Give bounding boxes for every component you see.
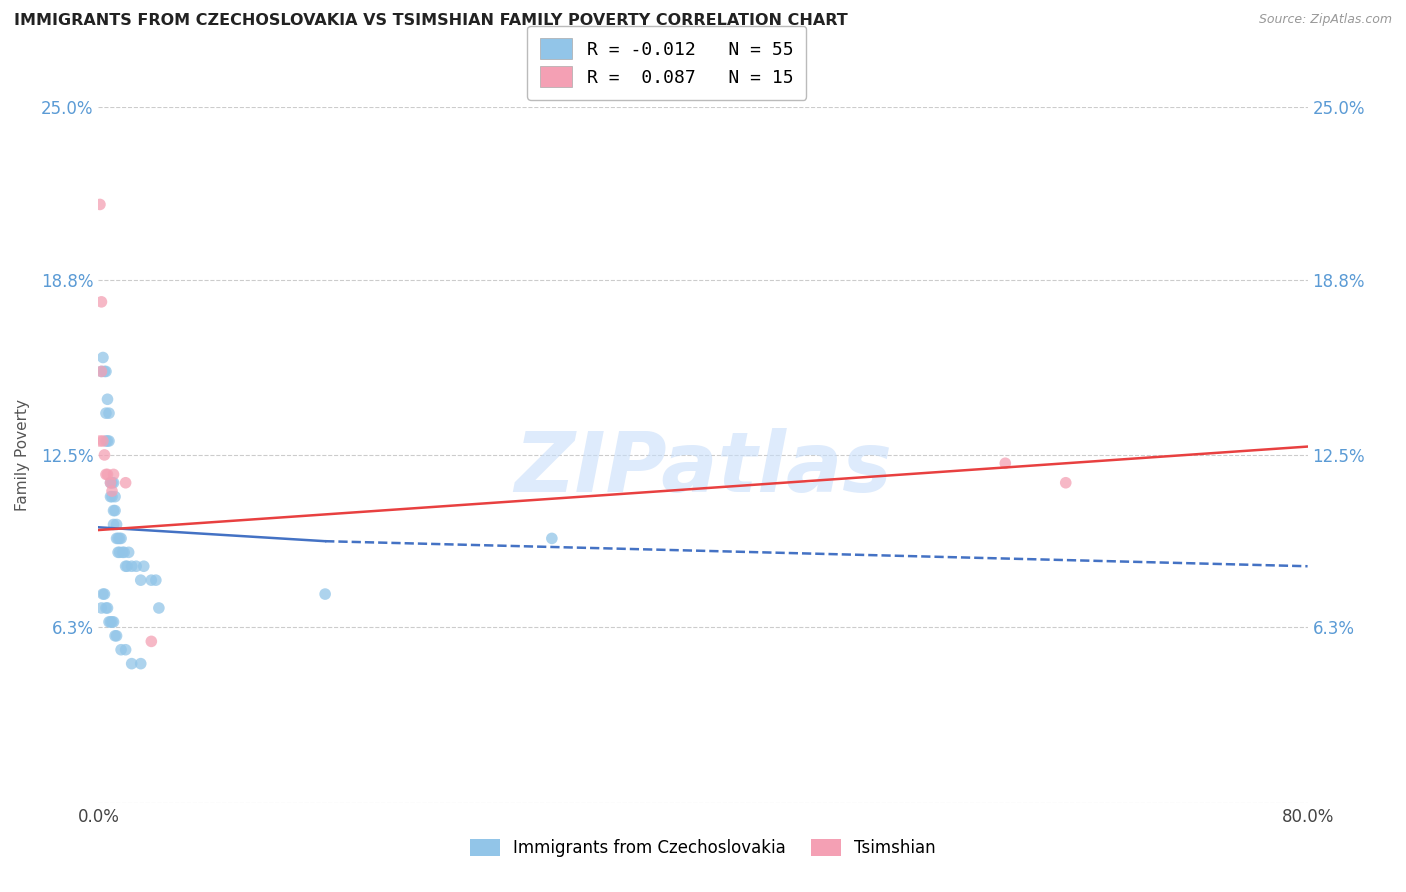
Point bbox=[112, 545, 135, 559]
Y-axis label: Family Poverty: Family Poverty bbox=[15, 399, 30, 511]
Point bbox=[114, 642, 136, 657]
Point bbox=[148, 601, 170, 615]
Point bbox=[96, 392, 118, 407]
Point bbox=[100, 490, 122, 504]
Point bbox=[94, 601, 117, 615]
Point bbox=[115, 559, 138, 574]
Point bbox=[121, 559, 143, 574]
Point bbox=[90, 294, 112, 309]
Point bbox=[107, 532, 129, 546]
Point bbox=[118, 545, 141, 559]
Text: Source: ZipAtlas.com: Source: ZipAtlas.com bbox=[1258, 13, 1392, 27]
Point bbox=[98, 434, 121, 448]
Point bbox=[145, 573, 167, 587]
Point bbox=[90, 601, 112, 615]
Point bbox=[108, 545, 131, 559]
Point bbox=[96, 467, 118, 482]
Point bbox=[93, 448, 115, 462]
Text: IMMIGRANTS FROM CZECHOSLOVAKIA VS TSIMSHIAN FAMILY POVERTY CORRELATION CHART: IMMIGRANTS FROM CZECHOSLOVAKIA VS TSIMSH… bbox=[14, 13, 848, 29]
Point bbox=[91, 351, 114, 365]
Point bbox=[104, 629, 127, 643]
Point bbox=[91, 587, 114, 601]
Point bbox=[129, 573, 152, 587]
Point bbox=[98, 615, 121, 629]
Point bbox=[114, 559, 136, 574]
Point bbox=[994, 456, 1017, 470]
Point bbox=[100, 615, 122, 629]
Point bbox=[105, 532, 128, 546]
Point bbox=[110, 532, 132, 546]
Point bbox=[103, 517, 125, 532]
Point bbox=[103, 503, 125, 517]
Point bbox=[93, 364, 115, 378]
Point bbox=[129, 657, 152, 671]
Point bbox=[91, 434, 114, 448]
Point bbox=[132, 559, 155, 574]
Point bbox=[314, 587, 336, 601]
Point bbox=[89, 434, 111, 448]
Point bbox=[100, 475, 122, 490]
Point bbox=[540, 532, 562, 546]
Point bbox=[105, 629, 128, 643]
Point bbox=[103, 475, 125, 490]
Point bbox=[104, 503, 127, 517]
Point bbox=[96, 601, 118, 615]
Point bbox=[103, 467, 125, 482]
Point bbox=[100, 475, 122, 490]
Text: ZIPatlas: ZIPatlas bbox=[515, 428, 891, 509]
Point bbox=[89, 197, 111, 211]
Point bbox=[111, 545, 134, 559]
Point bbox=[101, 615, 124, 629]
Point bbox=[94, 406, 117, 420]
Point bbox=[107, 545, 129, 559]
Point bbox=[141, 634, 163, 648]
Point bbox=[101, 484, 124, 499]
Point bbox=[108, 532, 131, 546]
Point bbox=[114, 475, 136, 490]
Point bbox=[125, 559, 148, 574]
Legend: Immigrants from Czechoslovakia, Tsimshian: Immigrants from Czechoslovakia, Tsimshia… bbox=[464, 832, 942, 864]
Point bbox=[1054, 475, 1077, 490]
Point bbox=[90, 364, 112, 378]
Point bbox=[94, 467, 117, 482]
Point bbox=[101, 490, 124, 504]
Point bbox=[98, 406, 121, 420]
Point bbox=[105, 517, 128, 532]
Point bbox=[96, 434, 118, 448]
Point bbox=[94, 364, 117, 378]
Point bbox=[101, 475, 124, 490]
Point bbox=[103, 615, 125, 629]
Point bbox=[90, 364, 112, 378]
Point bbox=[110, 642, 132, 657]
Point bbox=[104, 490, 127, 504]
Point bbox=[94, 434, 117, 448]
Point bbox=[93, 587, 115, 601]
Point bbox=[121, 657, 143, 671]
Point bbox=[141, 573, 163, 587]
